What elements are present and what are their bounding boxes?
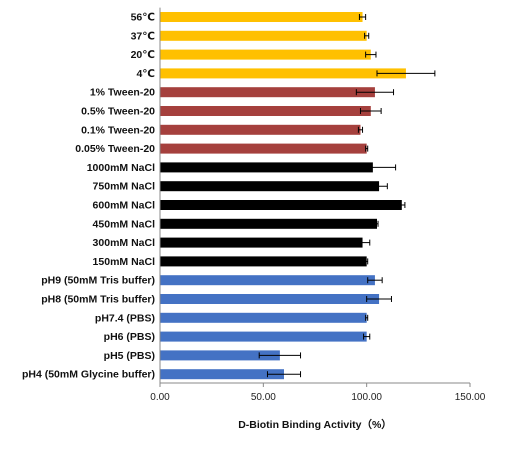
category-label: 20℃ (131, 49, 155, 61)
bar (160, 218, 377, 229)
bar (160, 294, 380, 304)
category-label: 37℃ (131, 30, 155, 42)
bars-group (160, 12, 406, 380)
bar (160, 12, 363, 22)
bar (160, 124, 361, 135)
category-label: 300mM NaCl (93, 237, 156, 249)
bar (160, 350, 280, 361)
category-label: pH7.4 (PBS) (95, 312, 155, 324)
x-axis-title: D-Biotin Binding Activity（%） (238, 418, 392, 431)
error-bars-group (258, 14, 436, 378)
x-tick-label: 150.00 (455, 392, 486, 403)
x-tick-label: 50.00 (251, 392, 276, 403)
category-label: 56℃ (131, 12, 155, 24)
category-label: 150mM NaCl (93, 256, 156, 268)
bar (160, 49, 371, 60)
bar (160, 68, 406, 79)
x-tick-label: 0.00 (150, 392, 170, 403)
bar (160, 200, 402, 210)
category-label: 0.05% Tween-20 (75, 143, 155, 155)
bar (160, 143, 367, 154)
category-label: 0.1% Tween-20 (81, 124, 155, 136)
bar (160, 181, 380, 192)
category-label: 1000mM NaCl (87, 162, 155, 174)
bar (160, 331, 367, 342)
category-label: pH6 (PBS) (104, 331, 155, 343)
bar (160, 369, 284, 380)
bar (160, 275, 375, 286)
bar (160, 256, 367, 267)
category-label: 750mM NaCl (93, 181, 156, 193)
category-label: 0.5% Tween-20 (81, 106, 155, 118)
category-label: pH8 (50mM Tris buffer) (41, 294, 155, 306)
category-label: 450mM NaCl (93, 218, 156, 230)
bar (160, 106, 371, 116)
bar (160, 87, 375, 98)
x-axis: 0.00 50.00 100.00 150.00 (150, 7, 486, 403)
category-label: 1% Tween-20 (90, 87, 155, 99)
category-label: pH5 (PBS) (104, 350, 155, 362)
category-label: 600mM NaCl (93, 200, 156, 212)
bar (160, 162, 373, 173)
bar (160, 30, 367, 41)
bar (160, 237, 363, 248)
category-label: pH9 (50mM Tris buffer) (41, 275, 155, 287)
x-tick-label: 100.00 (351, 392, 382, 403)
category-label: pH4 (50mM Glycine buffer) (22, 369, 155, 381)
bar (160, 312, 367, 323)
category-label: 4℃ (136, 68, 155, 80)
category-labels-group: 56℃ 37℃ 20℃ 4℃ 1% Tween-20 0.5% Tween-20 0.1% … (22, 12, 155, 381)
